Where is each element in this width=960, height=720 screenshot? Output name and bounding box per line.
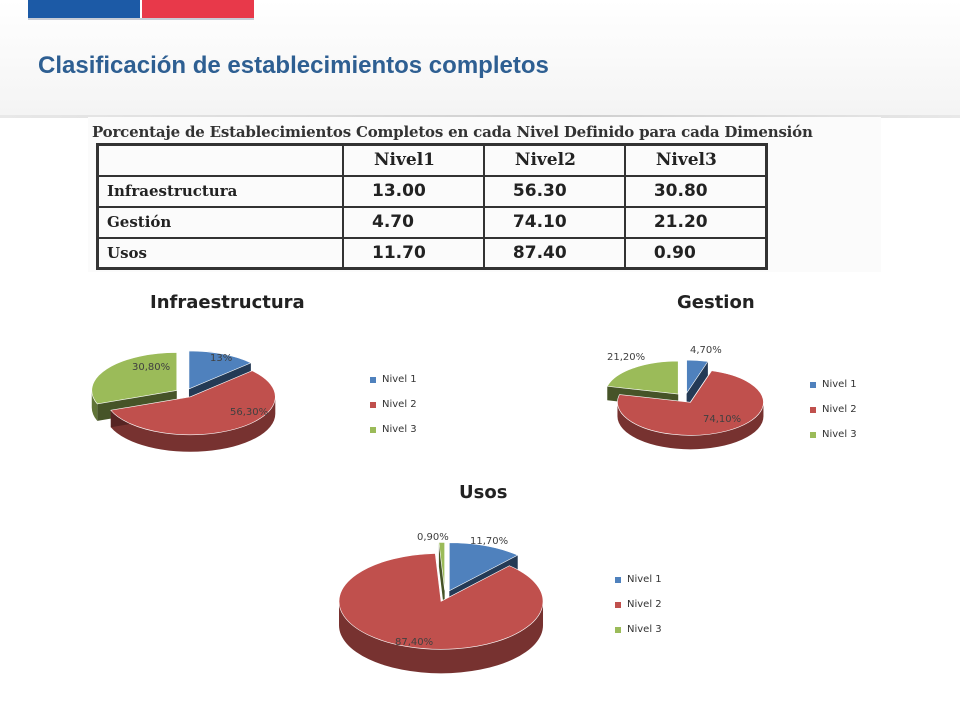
legend-swatch xyxy=(370,376,376,383)
legend-item: Nivel 1 xyxy=(370,373,417,386)
data-label: 4,70% xyxy=(690,345,722,356)
legend-label: Nivel 2 xyxy=(627,599,662,610)
legend-label: Nivel 1 xyxy=(627,574,662,585)
table-caption: Porcentaje de Establecimientos Completos… xyxy=(92,123,813,141)
slide-header: Clasificación de establecimientos comple… xyxy=(0,0,960,116)
flag-red-stripe xyxy=(142,0,254,18)
pie-slice-top xyxy=(110,370,276,436)
table-cell: 11.70 xyxy=(342,236,485,270)
chart-legend: Nivel 1 Nivel 2 Nivel 3 xyxy=(370,373,417,448)
pie-slice-top xyxy=(449,542,519,592)
legend-item: Nivel 3 xyxy=(370,423,417,436)
table-header-cell: Nivel1 xyxy=(342,143,485,177)
legend-item: Nivel 1 xyxy=(810,378,857,391)
legend-swatch xyxy=(615,576,621,583)
table-header-cell: Nivel2 xyxy=(482,143,626,177)
legend-swatch xyxy=(615,626,621,633)
data-label: 87,40% xyxy=(395,637,433,648)
pie-slice-side xyxy=(339,601,544,674)
legend-label: Nivel 2 xyxy=(822,404,857,415)
chart-title: Usos xyxy=(459,482,508,503)
table-header-cell: Nivel3 xyxy=(623,143,768,177)
table-header-cell xyxy=(96,143,344,177)
chart-legend: Nivel 1 Nivel 2 Nivel 3 xyxy=(810,378,857,453)
chart-title: Infraestructura xyxy=(150,292,305,313)
legend-item: Nivel 2 xyxy=(370,398,417,411)
legend-swatch xyxy=(810,431,816,438)
table-cell: 21.20 xyxy=(623,205,768,239)
pie-slice-top xyxy=(91,352,178,405)
legend-swatch xyxy=(615,601,621,608)
legend-item: Nivel 3 xyxy=(615,623,662,636)
table-cell: 30.80 xyxy=(623,174,768,208)
pie-slice-edge xyxy=(438,542,445,615)
legend-label: Nivel 3 xyxy=(822,429,857,440)
pie-slice-edge xyxy=(686,361,708,408)
flag-blue-stripe xyxy=(28,0,140,18)
pie-slice-top xyxy=(606,360,679,395)
table-cell: 56.30 xyxy=(482,174,626,208)
row-label: Infraestructura xyxy=(96,174,344,208)
data-label: 13% xyxy=(210,353,232,364)
pie-chart-gestion: Gestion 4,70% 74,10% 21,20% Nivel 1 Nivel … xyxy=(585,288,945,473)
legend-label: Nivel 1 xyxy=(382,374,417,385)
page-title: Clasificación de establecimientos comple… xyxy=(38,52,549,79)
table-row: Gestión 4.70 74.10 21.20 xyxy=(96,205,768,239)
pie-slice-top xyxy=(188,350,252,390)
pie-slice-top xyxy=(686,359,709,395)
table-cell: 0.90 xyxy=(623,236,768,270)
data-label: 0,90% xyxy=(417,532,449,543)
table-row: Infraestructura 13.00 56.30 30.80 xyxy=(96,174,768,208)
pie-chart-usos: Usos 11,70% 87,40% 0,90% Nivel 1 Nivel 2 N… xyxy=(330,478,690,703)
chart-legend: Nivel 1 Nivel 2 Nivel 3 xyxy=(615,573,662,648)
legend-label: Nivel 2 xyxy=(382,399,417,410)
pie-slice-top xyxy=(438,542,445,591)
data-label: 30,80% xyxy=(132,362,170,373)
table-cell: 4.70 xyxy=(342,205,485,239)
pie-slice-1 xyxy=(686,361,708,408)
data-label: 11,70% xyxy=(470,536,508,547)
legend-swatch xyxy=(370,426,376,433)
table-cell: 87.40 xyxy=(482,236,626,270)
pie-svg: 11,70% 87,40% 0,90% xyxy=(338,532,544,674)
row-label: Gestión xyxy=(96,205,344,239)
pie-svg: 4,70% 74,10% 21,20% xyxy=(606,345,764,450)
legend-swatch xyxy=(810,381,816,388)
pie-chart-infraestructura: Infraestructura 13% 56,30% 30,80% Nivel 1 … xyxy=(80,288,440,473)
chart-title: Gestion xyxy=(677,292,755,313)
data-label: 21,20% xyxy=(607,352,645,363)
table-cell: 13.00 xyxy=(342,174,485,208)
table-header-row: Nivel1 Nivel2 Nivel3 xyxy=(96,143,768,177)
legend-label: Nivel 3 xyxy=(382,424,417,435)
flag-underline xyxy=(28,18,254,20)
legend-label: Nivel 1 xyxy=(822,379,857,390)
legend-item: Nivel 2 xyxy=(810,403,857,416)
table-row: Usos 11.70 87.40 0.90 xyxy=(96,236,768,270)
summary-table: Nivel1 Nivel2 Nivel3 Infraestructura 13.… xyxy=(96,143,768,270)
pie-slice-top xyxy=(338,553,544,650)
table-cell: 74.10 xyxy=(482,205,626,239)
legend-item: Nivel 3 xyxy=(810,428,857,441)
summary-table-image: Porcentaje de Establecimientos Completos… xyxy=(88,117,881,272)
legend-swatch xyxy=(810,406,816,413)
pie-slice-top xyxy=(617,370,764,436)
legend-item: Nivel 2 xyxy=(615,598,662,611)
legend-item: Nivel 1 xyxy=(615,573,662,586)
pie-slice-side xyxy=(617,402,764,450)
legend-label: Nivel 3 xyxy=(627,624,662,635)
row-label: Usos xyxy=(96,236,344,270)
pie-svg: 13% 56,30% 30,80% xyxy=(91,350,276,452)
pie-slice-3 xyxy=(438,542,445,615)
header-divider xyxy=(0,115,960,118)
legend-swatch xyxy=(370,401,376,408)
data-label: 56,30% xyxy=(230,407,268,418)
pie-slice-side xyxy=(110,396,276,452)
data-label: 74,10% xyxy=(703,414,741,425)
